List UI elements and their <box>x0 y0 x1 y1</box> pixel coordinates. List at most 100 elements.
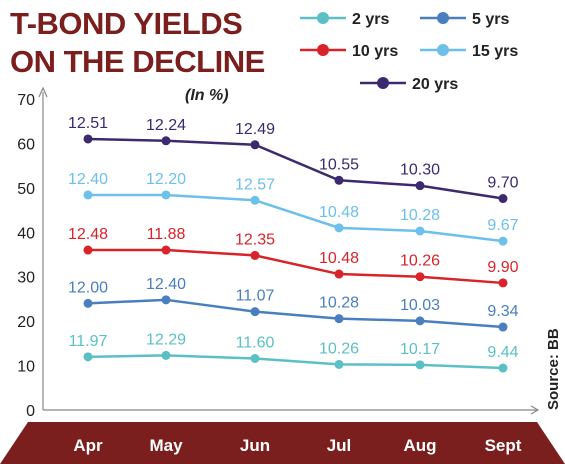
series-10-yrs: 12.48 11.88 12.35 10.48 10.26 9.90 <box>68 226 519 288</box>
x-tick-label: Apr <box>73 436 103 455</box>
series-line <box>87 298 504 329</box>
legend-swatch-marker <box>317 12 329 24</box>
data-label: 12.51 <box>68 115 108 132</box>
data-point <box>83 298 93 308</box>
data-point <box>83 245 93 255</box>
data-point <box>334 314 344 324</box>
legend-label: 2 yrs <box>352 11 389 28</box>
data-point <box>83 134 93 144</box>
series-5-yrs: 12.00 12.40 11.07 10.28 10.03 9.34 <box>68 276 519 332</box>
data-point <box>161 136 171 146</box>
y-tick-label: 20 <box>17 314 35 331</box>
data-point <box>250 195 260 205</box>
data-point <box>334 269 344 279</box>
data-point <box>161 190 171 200</box>
data-label: 12.35 <box>235 231 275 248</box>
data-label: 10.03 <box>400 297 440 314</box>
data-label: 12.20 <box>146 171 186 188</box>
data-point <box>250 250 260 260</box>
data-point <box>498 236 508 246</box>
data-point <box>415 316 425 326</box>
legend-swatch-marker <box>437 12 449 24</box>
series-15-yrs: 12.40 12.20 12.57 10.48 10.28 9.67 <box>68 171 519 246</box>
data-point <box>161 295 171 305</box>
data-label: 11.60 <box>236 334 275 351</box>
y-tick-label: 50 <box>17 181 35 198</box>
data-label: 12.00 <box>68 279 108 296</box>
y-tick-label: 40 <box>17 225 35 242</box>
data-label: 10.28 <box>400 207 440 224</box>
data-label: 10.55 <box>319 156 359 173</box>
data-label: 10.26 <box>319 340 359 357</box>
data-label: 10.17 <box>400 341 440 358</box>
x-tick-label: May <box>149 436 183 455</box>
data-point <box>415 272 425 282</box>
data-point <box>250 307 260 317</box>
data-point <box>161 245 171 255</box>
x-axis-arrow <box>530 405 540 415</box>
x-tick-label: Aug <box>403 436 436 455</box>
y-tick-label: 70 <box>17 92 35 109</box>
legend-item: 5 yrs <box>420 11 509 28</box>
data-label: 12.29 <box>146 331 186 348</box>
data-label: 11.88 <box>147 226 186 243</box>
data-point <box>498 363 508 373</box>
data-point <box>498 278 508 288</box>
chart-title-line-2: ON THE DECLINE <box>10 44 265 79</box>
x-tick-label: Sept <box>485 436 522 455</box>
data-point <box>83 352 93 362</box>
data-label: 12.24 <box>146 117 186 134</box>
data-label: 12.48 <box>68 226 108 243</box>
y-tick-label: 10 <box>17 359 35 376</box>
y-axis-arrow <box>38 86 48 98</box>
data-label: 11.97 <box>69 333 108 350</box>
axes: 0 10 20 30 40 50 60 70 Apr May Jun Jul Aug Sept <box>0 86 565 464</box>
legend-swatch-marker <box>377 77 389 89</box>
data-point <box>334 175 344 185</box>
data-label: 12.40 <box>146 276 186 293</box>
data-point <box>498 194 508 204</box>
legend-label: 5 yrs <box>472 11 509 28</box>
legend-label: 10 yrs <box>352 43 398 60</box>
data-point <box>83 190 93 200</box>
y-tick-label: 0 <box>26 403 35 420</box>
series-2-yrs: 11.97 12.29 11.60 10.26 10.17 9.44 <box>69 331 519 373</box>
data-point <box>415 360 425 370</box>
data-point <box>250 353 260 363</box>
data-point <box>250 140 260 150</box>
x-tick-label: Jun <box>240 436 270 455</box>
data-point <box>498 322 508 332</box>
legend-item: 10 yrs <box>300 43 398 60</box>
series-20-yrs: 12.51 12.24 12.49 10.55 10.30 9.70 <box>68 115 519 204</box>
chart-title-line-1: T-BOND YIELDS <box>10 6 242 41</box>
legend: 2 yrs 5 yrs 10 yrs 15 yrs 20 yrs <box>300 11 518 93</box>
chart-subtitle: (In %) <box>185 87 229 104</box>
series-line <box>87 137 504 200</box>
data-point <box>334 359 344 369</box>
data-label: 10.48 <box>319 250 359 267</box>
legend-swatch-marker <box>437 44 449 56</box>
data-label: 9.90 <box>487 259 518 276</box>
data-label: 12.57 <box>235 176 275 193</box>
data-point <box>161 350 171 360</box>
data-point <box>415 226 425 236</box>
legend-item: 20 yrs <box>360 76 458 93</box>
data-label: 12.40 <box>68 171 108 188</box>
legend-swatch-marker <box>317 44 329 56</box>
data-label: 10.48 <box>319 204 359 221</box>
data-point <box>334 223 344 233</box>
data-label: 10.30 <box>400 162 440 179</box>
data-label: 9.67 <box>487 217 518 234</box>
data-label: 9.34 <box>487 303 518 320</box>
legend-label: 20 yrs <box>412 76 458 93</box>
x-tick-label: Jul <box>327 436 352 455</box>
y-tick-label: 60 <box>17 136 35 153</box>
data-label: 9.44 <box>487 344 518 361</box>
source-note: Source: BB <box>545 328 562 410</box>
data-label: 10.28 <box>319 295 359 312</box>
data-label: 11.07 <box>236 288 275 305</box>
data-label: 12.49 <box>235 121 275 138</box>
